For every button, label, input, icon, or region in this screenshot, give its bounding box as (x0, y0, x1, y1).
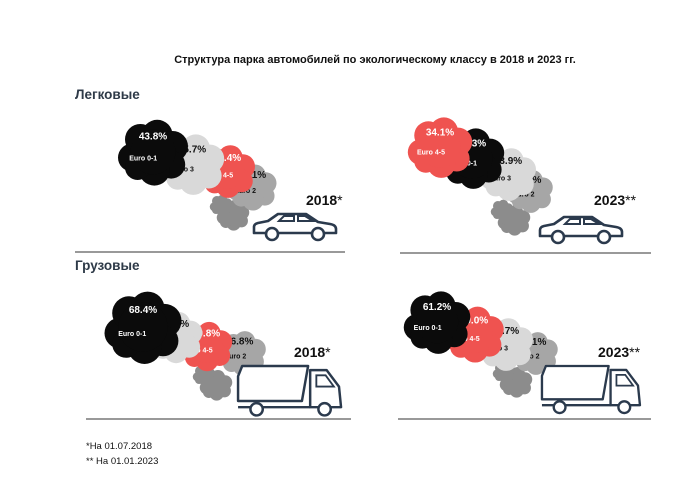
panel-truck-2023: 6.1%Euro 212.7%Euro 320.0%Euro 4-561.2%E… (398, 291, 651, 420)
cloud-euro-0-1: 61.2% Euro 0-1 (403, 291, 471, 354)
class-label: Euro 4-5 (417, 150, 445, 157)
class-label: Euro 2 (224, 354, 246, 361)
truck-icon (236, 364, 343, 417)
truck-icon (540, 364, 642, 415)
exhaust-puff (192, 364, 216, 386)
panel-car-2023: 8.7%Euro 223.9%Euro 333.3%Euro 0-134.1%E… (400, 117, 651, 254)
value-label: 33.3% (458, 138, 486, 149)
panel-truck-2018: 6.8%Euro 210.8%Euro 4-514.0%Euro 368.4%E… (86, 291, 351, 420)
value-label: 20.0% (460, 315, 488, 326)
panel-car-2018: 10.1%Euro 220.4%Euro 4-525.7%Euro 343.8%… (75, 119, 345, 253)
section-label-cars: Легковые (75, 87, 140, 102)
value-label: 23.9% (494, 156, 522, 167)
chart-title: Структура парка автомобилей по экологиче… (174, 54, 576, 66)
year-label: 2018* (306, 192, 343, 208)
value-label: 25.7% (178, 144, 206, 155)
year-footnote-mark: * (325, 344, 331, 360)
value-label: 10.1% (238, 170, 266, 181)
cloud-euro-0-1: 43.8% Euro 0-1 (118, 119, 189, 186)
value-label: 10.8% (192, 329, 220, 340)
value-label: 68.4% (129, 305, 157, 316)
year-label: 2018* (294, 344, 331, 360)
class-label: Euro 0-1 (414, 325, 442, 332)
value-label: 61.2% (423, 302, 451, 313)
panels: 10.1% Euro 2 20.4% Euro 4-5 25.7% Euro 3 43.8%… (75, 117, 651, 420)
car-icon (538, 215, 624, 245)
value-label: 12.7% (491, 326, 519, 337)
year-footnote-mark: ** (625, 192, 636, 208)
cloud-euro-4-5: 34.1% Euro 4-5 (407, 117, 473, 178)
section-label-trucks: Грузовые (75, 258, 140, 273)
year-label: 2023** (598, 344, 641, 360)
cloud-euro-0-1: 68.4% Euro 0-1 (104, 291, 182, 364)
year-label: 2023** (594, 192, 637, 208)
year-footnote-mark: ** (629, 344, 640, 360)
value-label: 6.1% (524, 337, 547, 348)
car-icon (252, 212, 338, 242)
footnote-2023: ** На 01.01.2023 (86, 456, 158, 467)
value-label: 6.8% (231, 336, 254, 347)
value-label: 20.4% (213, 153, 241, 164)
footnote-2018: *На 01.07.2018 (86, 441, 152, 452)
year-footnote-mark: * (337, 192, 343, 208)
value-label: 43.8% (139, 131, 167, 142)
class-label: Euro 0-1 (129, 155, 157, 162)
exhaust-puff (490, 199, 514, 221)
class-label: Euro 0-1 (118, 331, 146, 338)
class-label: Euro 3 (489, 176, 511, 183)
value-label: 34.1% (426, 127, 454, 138)
